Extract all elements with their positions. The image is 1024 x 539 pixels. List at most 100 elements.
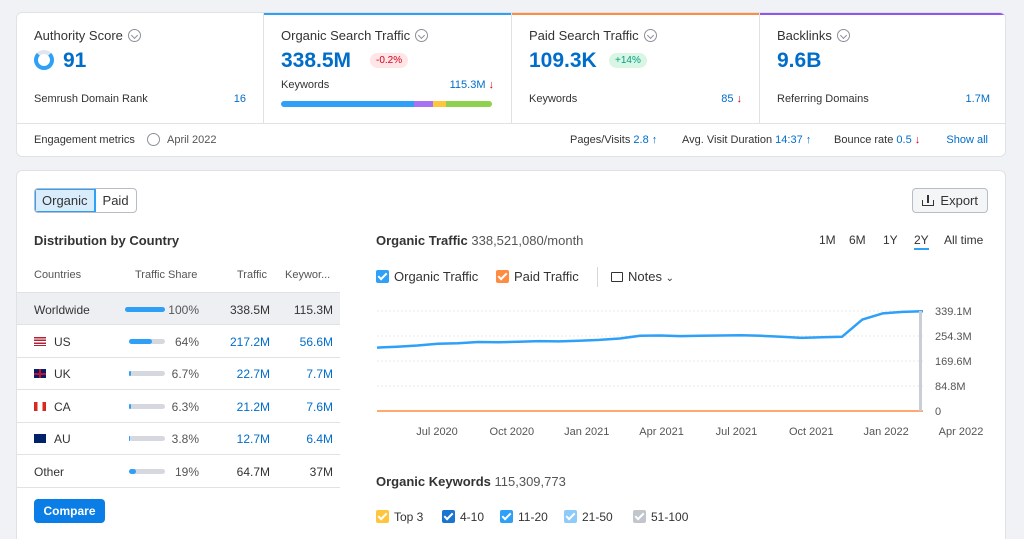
traffic-share-value: 64% [174,334,199,349]
keywords-value[interactable]: 37M [309,464,333,479]
range-2y[interactable]: 2Y [914,233,929,250]
traffic-share-fill [129,403,132,409]
keyword-legend-item[interactable]: 51-100 [633,510,688,524]
traffic-share-fill [129,436,131,441]
organic-traffic-chart: 339.1M 254.3M 169.6M 84.8M 0 Jul 2020 Oct 2020… [376,306,983,438]
table-row[interactable]: UK 6.7% 22.7M 7.7M [17,357,340,390]
x-tick-label: Oct 2020 [490,426,535,438]
domain-rank-value[interactable]: 16 [233,93,246,105]
info-icon[interactable] [643,29,657,42]
col-header-countries[interactable]: Countries [34,269,82,281]
notes-dropdown[interactable]: Notes ⌄ [611,269,674,284]
authority-ring-icon [34,50,54,70]
authority-score-value: 91 [63,49,87,72]
paid-keywords-value[interactable]: 85 ↓ [721,93,742,105]
chevron-down-icon: ⌄ [665,273,674,284]
range-1m[interactable]: 1M [819,233,836,247]
flag-icon [34,401,46,411]
arrow-down-icon: ↓ [736,93,743,105]
table-row[interactable]: Other 19% 64.7M 37M [17,455,340,488]
keyword-legend-item[interactable]: 4-10 [442,510,484,524]
tab-organic[interactable]: Organic [35,189,96,212]
paid-traffic-title: Paid Search Traffic [529,28,657,43]
table-row[interactable]: AU 3.8% 12.7M 6.4M [17,422,340,455]
backlinks-value: 9.6B [777,49,822,72]
traffic-share-bar [129,468,165,474]
country-name[interactable]: US [34,335,71,349]
traffic-value[interactable]: 21.2M [236,399,270,414]
flag-icon [34,336,46,346]
organic-keywords-value[interactable]: 115.3M ↓ [449,79,494,91]
traffic-value[interactable]: 217.2M [229,334,270,349]
keyword-legend-item[interactable]: 11-20 [500,510,548,524]
export-button[interactable]: Export [912,188,988,213]
traffic-share-value: 6.7% [171,367,199,381]
table-row[interactable]: US 64% 217.2M 56.6M [17,325,340,358]
col-header-keywords[interactable]: Keywor... [285,269,331,281]
y-tick-label: 169.6M [935,356,972,368]
info-icon[interactable] [127,29,141,42]
organic-traffic-tile[interactable]: Organic Search Traffic 338.5M -0.2% Keyw… [264,13,512,123]
globe-icon [147,133,160,146]
traffic-share-bar [129,371,165,376]
bounce-rate-metric: Bounce rate 0.5 ↓ [834,134,921,146]
legend-paid-traffic[interactable]: Paid Traffic [496,269,579,284]
organic-traffic-line [376,310,924,349]
traffic-value[interactable]: 22.7M [236,367,270,381]
traffic-value[interactable]: 338.5M [229,303,270,317]
paid-traffic-tile[interactable]: Paid Search Traffic 109.3K +14% Keywords… [512,13,760,123]
overview-card: Organic Paid Export Distribution by Coun… [16,170,1006,539]
show-all-link[interactable]: Show all [946,134,988,146]
traffic-share-fill [129,338,153,344]
keywords-value[interactable]: 6.4M [306,432,333,446]
organic-keywords-label: Keywords [281,79,330,91]
country-name[interactable]: Other [34,464,65,479]
organic-paid-toggle: Organic Paid [34,188,137,213]
y-tick-label: 84.8M [935,381,966,393]
traffic-share-value: 6.3% [171,399,199,414]
range-6m[interactable]: 6M [849,233,866,247]
backlinks-tile[interactable]: Backlinks 9.6B Referring Domains 1.7M [760,13,1005,123]
backlinks-accent-bar [760,13,1005,15]
compare-button[interactable]: Compare [34,499,105,523]
x-tick-label: Jan 2021 [564,426,609,438]
keywords-value[interactable]: 115.3M [293,303,333,317]
engagement-date: April 2022 [167,134,217,146]
keyword-legend-item[interactable]: 21-50 [564,510,613,524]
keywords-value[interactable]: 56.6M [299,334,333,349]
checkbox-checked-icon [496,270,509,283]
arrow-up-icon: ↑ [651,134,658,146]
traffic-share-bar [129,338,165,344]
organic-traffic-chart-title: Organic Traffic 338,521,080/month [376,233,584,248]
range-1y[interactable]: 1Y [883,233,898,247]
country-name[interactable]: UK [34,367,71,381]
keywords-value[interactable]: 7.7M [306,367,333,381]
country-name[interactable]: Worldwide [34,303,90,317]
traffic-share-fill [129,468,136,474]
y-tick-label: 254.3M [935,331,972,343]
info-icon[interactable] [836,29,850,42]
organic-change-badge: -0.2% [370,53,409,68]
organic-keywords-total: 115,309,773 [494,474,566,489]
organic-accent-bar [264,13,511,15]
country-name[interactable]: CA [34,400,71,414]
info-icon[interactable] [415,29,429,42]
current-period-marker [919,311,922,411]
paid-accent-bar [512,13,759,15]
tab-paid[interactable]: Paid [102,193,129,208]
checkbox-checked-icon [564,510,577,523]
authority-tile[interactable]: Authority Score 91 Semrush Domain Rank 1… [17,13,264,123]
table-row[interactable]: Worldwide 100% 338.5M 115.3M [17,292,340,325]
y-tick-label: 339.1M [935,306,972,318]
legend-organic-traffic[interactable]: Organic Traffic [376,269,478,284]
table-row[interactable]: CA 6.3% 21.2M 7.6M [17,390,340,423]
traffic-value[interactable]: 12.7M [236,432,270,446]
range-all-time[interactable]: All time [944,233,984,247]
keyword-legend-item[interactable]: Top 3 [376,510,423,524]
referring-domains-value[interactable]: 1.7M [965,93,990,105]
keywords-value[interactable]: 7.6M [306,399,333,414]
country-name[interactable]: AU [34,432,71,446]
traffic-value[interactable]: 64.7M [236,464,270,479]
col-header-traffic-share[interactable]: Traffic Share [135,269,198,281]
col-header-traffic[interactable]: Traffic [237,269,267,281]
